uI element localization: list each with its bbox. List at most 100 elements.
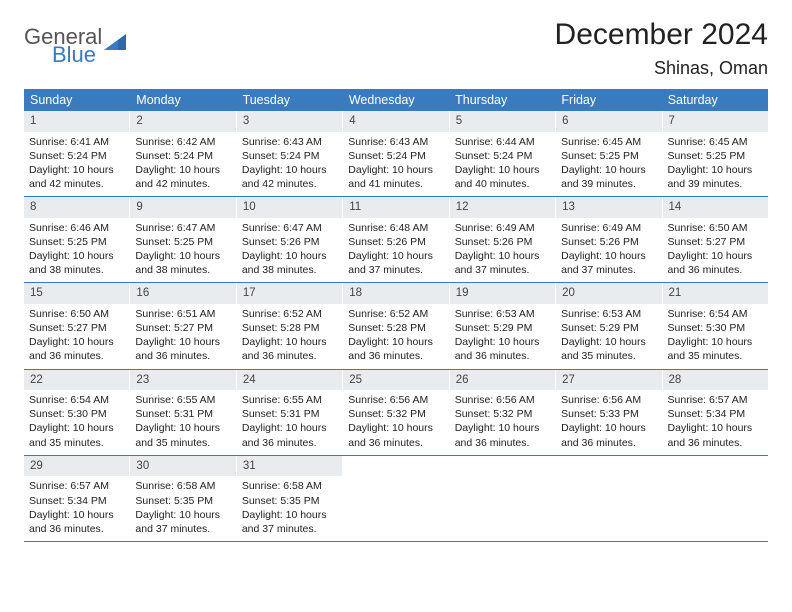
daylight-line: Daylight: 10 hours and 35 minutes. <box>29 421 124 449</box>
daylight-line: Daylight: 10 hours and 36 minutes. <box>348 335 443 363</box>
sunset-line: Sunset: 5:24 PM <box>29 149 124 163</box>
sunrise-line: Sunrise: 6:58 AM <box>242 479 337 493</box>
sunset-line: Sunset: 5:30 PM <box>668 321 763 335</box>
weekday-header: Friday <box>555 89 661 111</box>
day-body: Sunrise: 6:50 AMSunset: 5:27 PMDaylight:… <box>663 218 768 283</box>
day-body: Sunrise: 6:51 AMSunset: 5:27 PMDaylight:… <box>130 304 235 369</box>
day-number: 3 <box>237 111 342 132</box>
sunset-line: Sunset: 5:33 PM <box>561 407 656 421</box>
daylight-line: Daylight: 10 hours and 38 minutes. <box>242 249 337 277</box>
sunset-line: Sunset: 5:24 PM <box>135 149 230 163</box>
sunrise-line: Sunrise: 6:52 AM <box>242 307 337 321</box>
daylight-line: Daylight: 10 hours and 35 minutes. <box>561 335 656 363</box>
daylight-line: Daylight: 10 hours and 42 minutes. <box>29 163 124 191</box>
sunset-line: Sunset: 5:32 PM <box>348 407 443 421</box>
calendar-week-row: 29Sunrise: 6:57 AMSunset: 5:34 PMDayligh… <box>24 456 768 542</box>
day-number: 2 <box>130 111 235 132</box>
daylight-line: Daylight: 10 hours and 36 minutes. <box>348 421 443 449</box>
calendar-day-cell: 5Sunrise: 6:44 AMSunset: 5:24 PMDaylight… <box>450 111 556 196</box>
day-number: 25 <box>343 370 448 391</box>
calendar-day-cell: 23Sunrise: 6:55 AMSunset: 5:31 PMDayligh… <box>130 370 236 455</box>
day-body: Sunrise: 6:58 AMSunset: 5:35 PMDaylight:… <box>237 476 342 541</box>
daylight-line: Daylight: 10 hours and 36 minutes. <box>668 249 763 277</box>
day-number: 11 <box>343 197 448 218</box>
calendar-day-cell: 28Sunrise: 6:57 AMSunset: 5:34 PMDayligh… <box>663 370 768 455</box>
day-body: Sunrise: 6:53 AMSunset: 5:29 PMDaylight:… <box>450 304 555 369</box>
sunset-line: Sunset: 5:27 PM <box>668 235 763 249</box>
sunset-line: Sunset: 5:26 PM <box>348 235 443 249</box>
sunrise-line: Sunrise: 6:41 AM <box>29 135 124 149</box>
sunset-line: Sunset: 5:29 PM <box>455 321 550 335</box>
calendar-week-row: 8Sunrise: 6:46 AMSunset: 5:25 PMDaylight… <box>24 197 768 283</box>
day-number: 14 <box>663 197 768 218</box>
calendar-weeks: 1Sunrise: 6:41 AMSunset: 5:24 PMDaylight… <box>24 111 768 542</box>
daylight-line: Daylight: 10 hours and 39 minutes. <box>561 163 656 191</box>
calendar-day-cell: 11Sunrise: 6:48 AMSunset: 5:26 PMDayligh… <box>343 197 449 282</box>
day-body: Sunrise: 6:52 AMSunset: 5:28 PMDaylight:… <box>343 304 448 369</box>
calendar-day-cell: 18Sunrise: 6:52 AMSunset: 5:28 PMDayligh… <box>343 283 449 368</box>
weekday-header: Saturday <box>662 89 768 111</box>
calendar-day-cell: . <box>450 456 556 541</box>
day-body: Sunrise: 6:47 AMSunset: 5:25 PMDaylight:… <box>130 218 235 283</box>
calendar-day-cell: 27Sunrise: 6:56 AMSunset: 5:33 PMDayligh… <box>556 370 662 455</box>
calendar-day-cell: 1Sunrise: 6:41 AMSunset: 5:24 PMDaylight… <box>24 111 130 196</box>
day-number: 30 <box>130 456 235 477</box>
sunrise-line: Sunrise: 6:42 AM <box>135 135 230 149</box>
daylight-line: Daylight: 10 hours and 38 minutes. <box>29 249 124 277</box>
weekday-header: Thursday <box>449 89 555 111</box>
calendar-day-cell: 16Sunrise: 6:51 AMSunset: 5:27 PMDayligh… <box>130 283 236 368</box>
logo-text: General Blue <box>24 26 126 66</box>
daylight-line: Daylight: 10 hours and 37 minutes. <box>561 249 656 277</box>
day-number: 15 <box>24 283 129 304</box>
sunset-line: Sunset: 5:25 PM <box>668 149 763 163</box>
sunrise-line: Sunrise: 6:50 AM <box>668 221 763 235</box>
day-body: Sunrise: 6:53 AMSunset: 5:29 PMDaylight:… <box>556 304 661 369</box>
sunrise-line: Sunrise: 6:48 AM <box>348 221 443 235</box>
sunset-line: Sunset: 5:32 PM <box>455 407 550 421</box>
daylight-line: Daylight: 10 hours and 36 minutes. <box>455 335 550 363</box>
day-number: 13 <box>556 197 661 218</box>
day-body: Sunrise: 6:45 AMSunset: 5:25 PMDaylight:… <box>556 132 661 197</box>
daylight-line: Daylight: 10 hours and 36 minutes. <box>29 508 124 536</box>
daylight-line: Daylight: 10 hours and 42 minutes. <box>242 163 337 191</box>
daylight-line: Daylight: 10 hours and 37 minutes. <box>455 249 550 277</box>
calendar: SundayMondayTuesdayWednesdayThursdayFrid… <box>24 89 768 542</box>
daylight-line: Daylight: 10 hours and 36 minutes. <box>135 335 230 363</box>
calendar-week-row: 22Sunrise: 6:54 AMSunset: 5:30 PMDayligh… <box>24 370 768 456</box>
sunset-line: Sunset: 5:25 PM <box>135 235 230 249</box>
logo: General Blue <box>24 26 126 66</box>
calendar-day-cell: 14Sunrise: 6:50 AMSunset: 5:27 PMDayligh… <box>663 197 768 282</box>
day-number: 26 <box>450 370 555 391</box>
day-number: 1 <box>24 111 129 132</box>
sunrise-line: Sunrise: 6:55 AM <box>242 393 337 407</box>
sunrise-line: Sunrise: 6:51 AM <box>135 307 230 321</box>
calendar-day-cell: 10Sunrise: 6:47 AMSunset: 5:26 PMDayligh… <box>237 197 343 282</box>
calendar-day-cell: 6Sunrise: 6:45 AMSunset: 5:25 PMDaylight… <box>556 111 662 196</box>
daylight-line: Daylight: 10 hours and 36 minutes. <box>242 335 337 363</box>
day-number: 27 <box>556 370 661 391</box>
sunrise-line: Sunrise: 6:58 AM <box>135 479 230 493</box>
day-number: 20 <box>556 283 661 304</box>
sunrise-line: Sunrise: 6:53 AM <box>455 307 550 321</box>
day-number: 16 <box>130 283 235 304</box>
calendar-day-cell: 17Sunrise: 6:52 AMSunset: 5:28 PMDayligh… <box>237 283 343 368</box>
calendar-day-cell: 7Sunrise: 6:45 AMSunset: 5:25 PMDaylight… <box>663 111 768 196</box>
day-body: Sunrise: 6:50 AMSunset: 5:27 PMDaylight:… <box>24 304 129 369</box>
day-body: Sunrise: 6:48 AMSunset: 5:26 PMDaylight:… <box>343 218 448 283</box>
calendar-day-cell: 21Sunrise: 6:54 AMSunset: 5:30 PMDayligh… <box>663 283 768 368</box>
sunset-line: Sunset: 5:29 PM <box>561 321 656 335</box>
day-body: Sunrise: 6:41 AMSunset: 5:24 PMDaylight:… <box>24 132 129 197</box>
day-body: Sunrise: 6:43 AMSunset: 5:24 PMDaylight:… <box>237 132 342 197</box>
day-number: 29 <box>24 456 129 477</box>
calendar-day-cell: 13Sunrise: 6:49 AMSunset: 5:26 PMDayligh… <box>556 197 662 282</box>
day-number: 23 <box>130 370 235 391</box>
daylight-line: Daylight: 10 hours and 38 minutes. <box>135 249 230 277</box>
calendar-day-cell: . <box>343 456 449 541</box>
sunrise-line: Sunrise: 6:50 AM <box>29 307 124 321</box>
sunrise-line: Sunrise: 6:54 AM <box>29 393 124 407</box>
day-body: Sunrise: 6:58 AMSunset: 5:35 PMDaylight:… <box>130 476 235 541</box>
calendar-day-cell: 12Sunrise: 6:49 AMSunset: 5:26 PMDayligh… <box>450 197 556 282</box>
calendar-day-cell: 20Sunrise: 6:53 AMSunset: 5:29 PMDayligh… <box>556 283 662 368</box>
sunrise-line: Sunrise: 6:52 AM <box>348 307 443 321</box>
calendar-day-cell: 19Sunrise: 6:53 AMSunset: 5:29 PMDayligh… <box>450 283 556 368</box>
